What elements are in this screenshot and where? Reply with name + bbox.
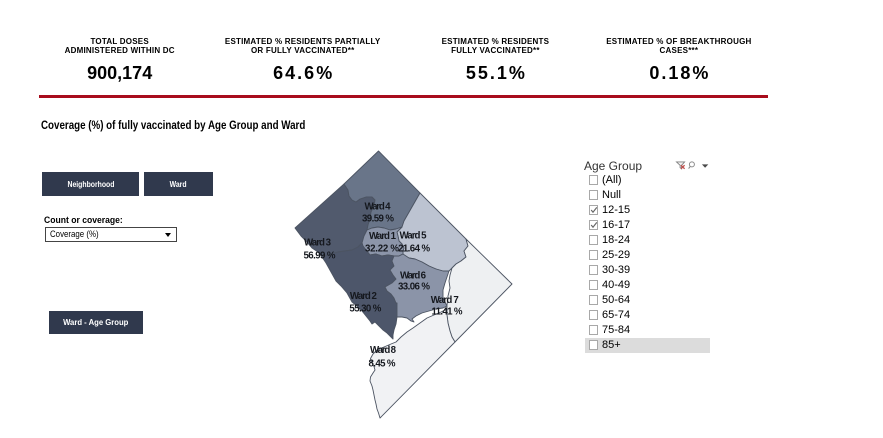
- svg-text:Ward 5: Ward 5: [400, 230, 428, 241]
- svg-text:55.30 %: 55.30 %: [349, 304, 381, 315]
- svg-text:11.41 %: 11.41 %: [432, 307, 463, 318]
- svg-text:Ward 7: Ward 7: [431, 295, 459, 306]
- svg-text:Ward 2: Ward 2: [350, 291, 377, 302]
- svg-text:56.99 %: 56.99 %: [304, 251, 336, 262]
- svg-text:21.64 %: 21.64 %: [398, 244, 430, 255]
- svg-text:39.59 %: 39.59 %: [362, 214, 394, 225]
- svg-text:32.22 %: 32.22 %: [365, 244, 399, 255]
- svg-text:Ward 4: Ward 4: [365, 202, 392, 213]
- svg-text:Ward 8: Ward 8: [370, 345, 397, 356]
- svg-text:Ward 1: Ward 1: [369, 231, 397, 242]
- svg-text:33.06 %: 33.06 %: [398, 282, 430, 293]
- svg-text:Ward 3: Ward 3: [304, 238, 332, 249]
- svg-text:8.45 %: 8.45 %: [369, 358, 396, 369]
- svg-text:Ward 6: Ward 6: [400, 271, 427, 282]
